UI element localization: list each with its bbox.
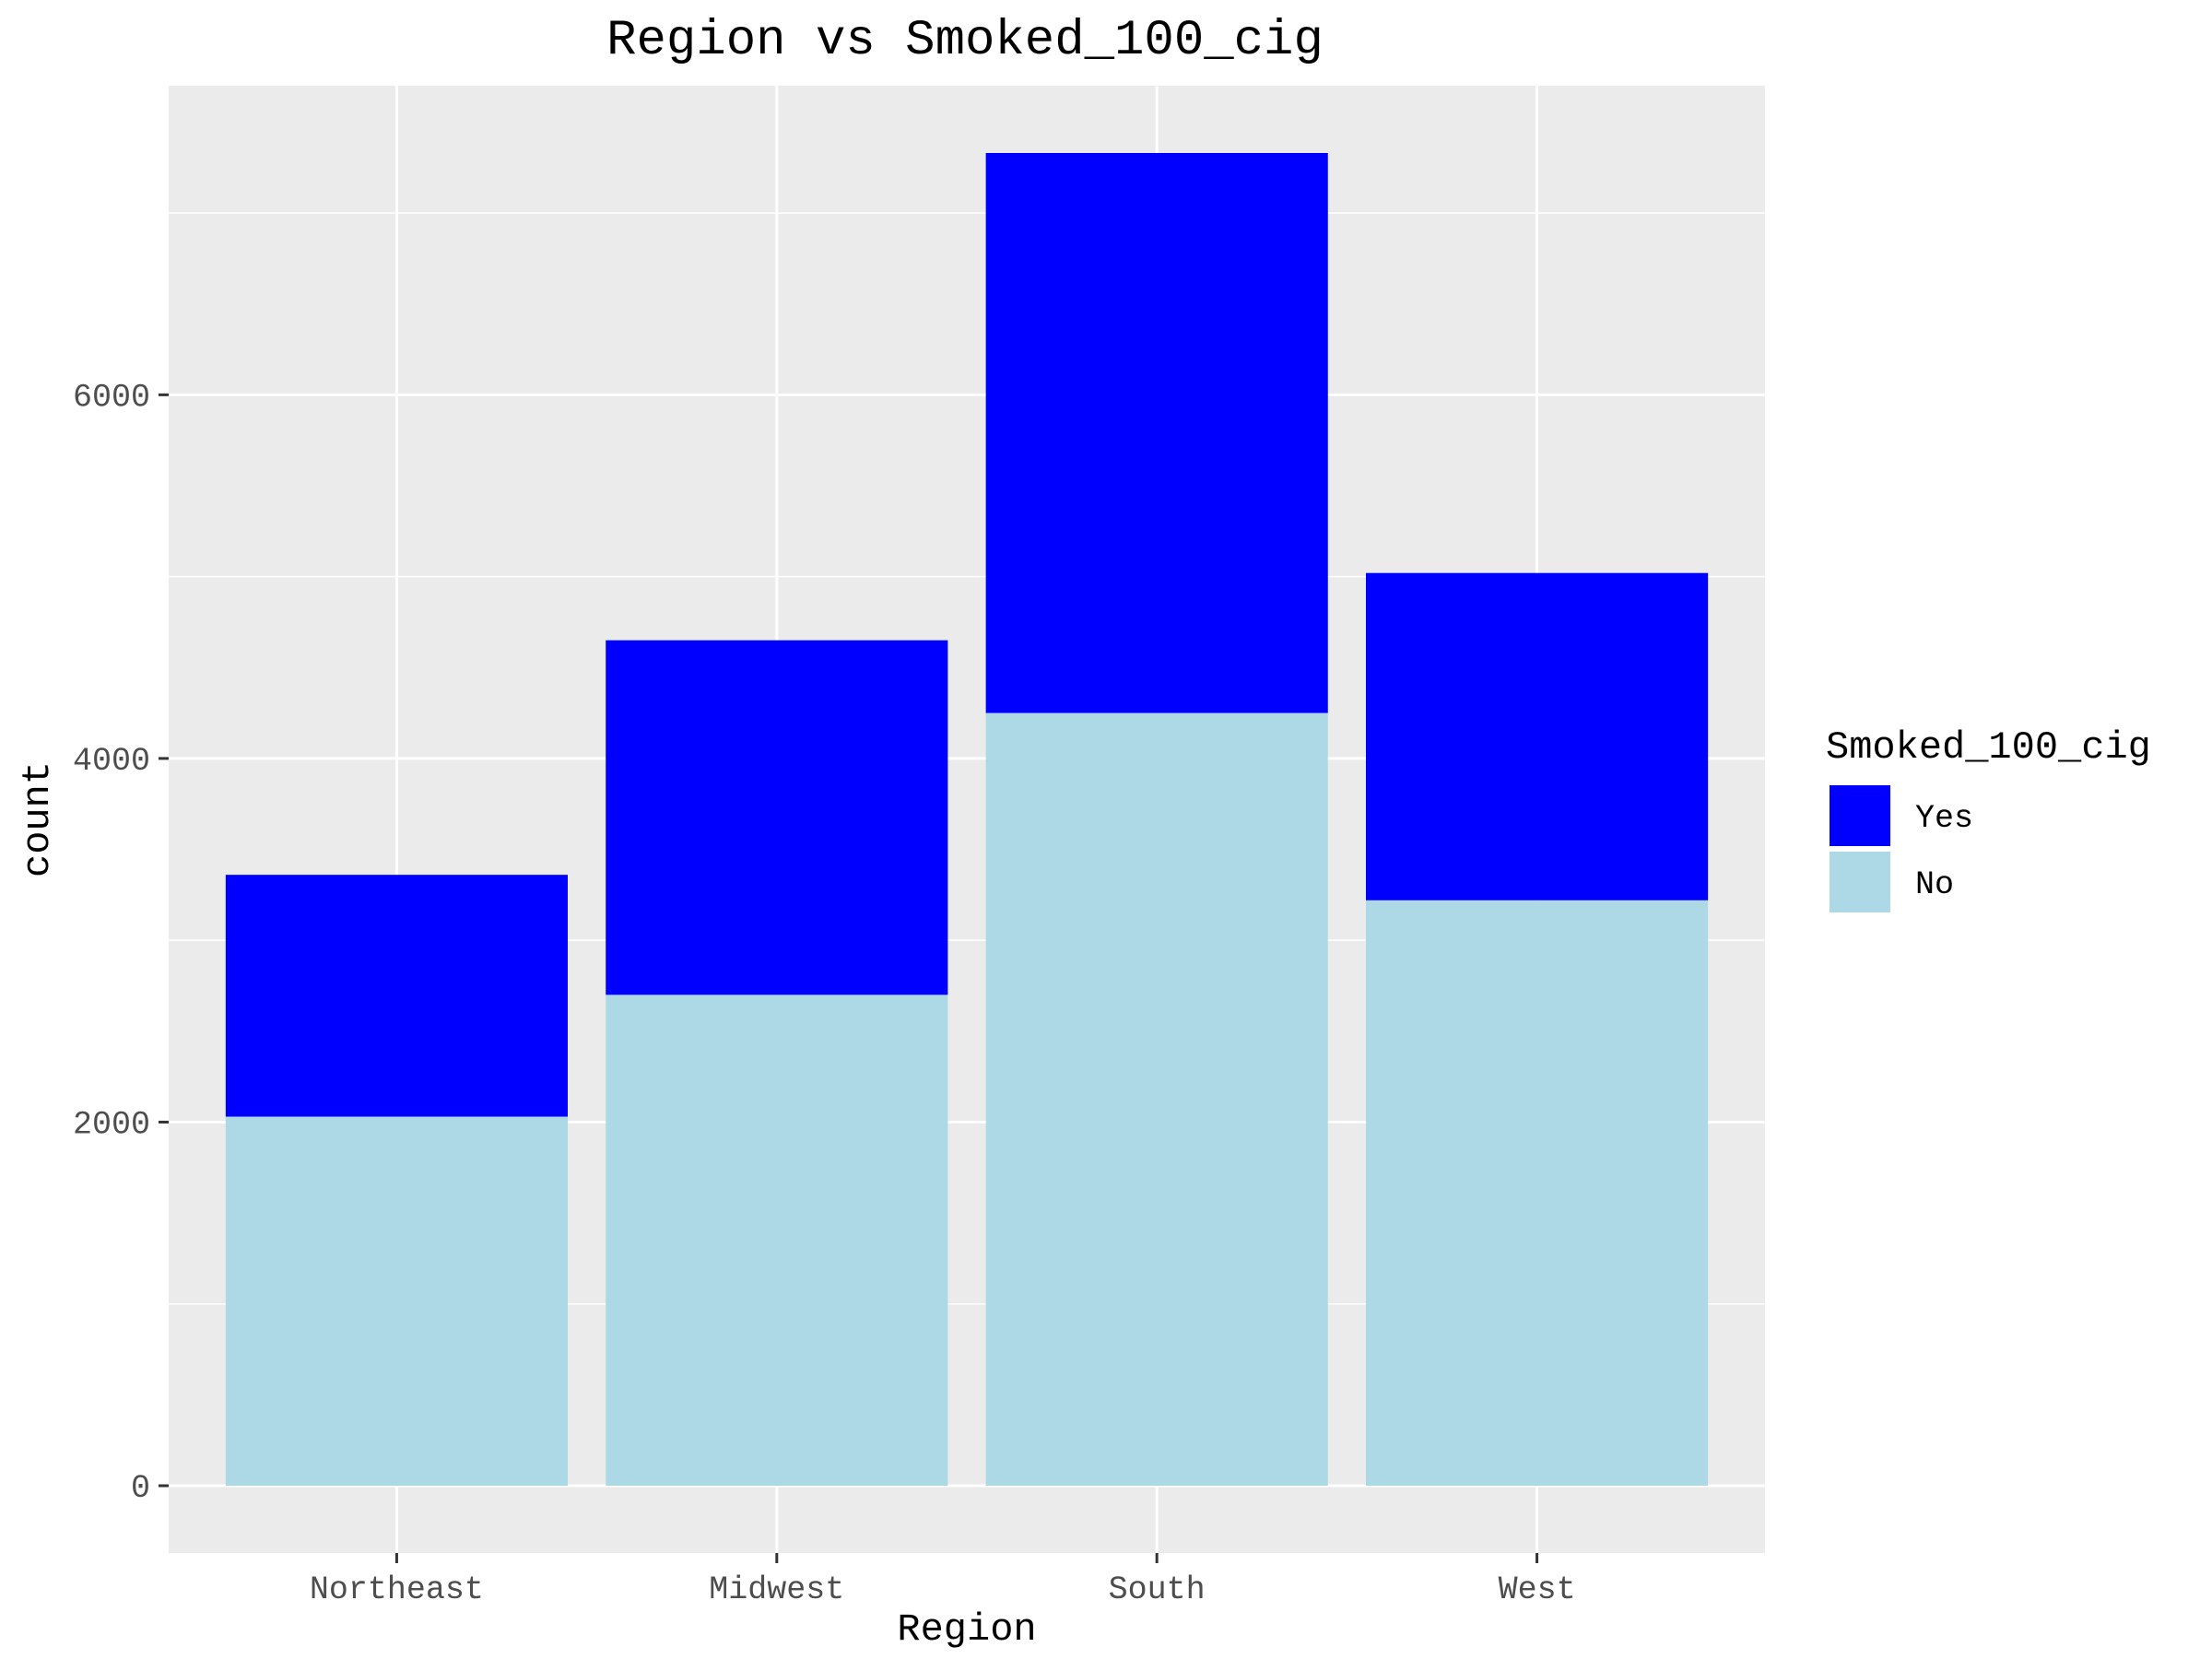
bar-south-yes bbox=[985, 152, 1328, 713]
legend-label-yes: Yes bbox=[1915, 800, 1973, 837]
bar-northeast-yes bbox=[225, 875, 568, 1117]
y-tick-label: 4000 bbox=[73, 743, 150, 780]
x-tick-label: West bbox=[1499, 1571, 1576, 1608]
bar-west-yes bbox=[1366, 572, 1709, 900]
bars bbox=[225, 152, 1709, 1487]
y-axis-title: count bbox=[16, 761, 60, 877]
legend-swatch-no bbox=[1828, 850, 1892, 914]
chart-title: Region vs Smoked_100_cig bbox=[606, 13, 1324, 69]
bar-midwest-no bbox=[606, 994, 948, 1487]
y-tick-label: 6000 bbox=[73, 379, 150, 416]
legend: Smoked_100_cig Yes No bbox=[1826, 725, 2151, 914]
legend-title: Smoked_100_cig bbox=[1826, 725, 2151, 770]
x-tick-label: Northeast bbox=[310, 1571, 484, 1608]
x-axis: Northeast Midwest South West bbox=[310, 1553, 1576, 1608]
x-axis-title: Region bbox=[897, 1607, 1036, 1652]
y-tick-label: 0 bbox=[131, 1470, 150, 1507]
bar-south-no bbox=[985, 712, 1328, 1487]
y-axis: 0 2000 4000 6000 bbox=[73, 379, 169, 1507]
legend-item-no: No bbox=[1828, 850, 1954, 914]
legend-item-yes: Yes bbox=[1828, 783, 1973, 848]
x-tick-label: South bbox=[1109, 1571, 1206, 1608]
legend-label-no: No bbox=[1915, 866, 1954, 903]
bar-west-no bbox=[1366, 900, 1709, 1487]
y-tick-label: 2000 bbox=[73, 1106, 150, 1143]
bar-northeast-no bbox=[225, 1116, 568, 1487]
bar-midwest-yes bbox=[606, 640, 948, 995]
x-tick-label: Midwest bbox=[709, 1571, 844, 1608]
legend-swatch-yes bbox=[1828, 783, 1892, 848]
